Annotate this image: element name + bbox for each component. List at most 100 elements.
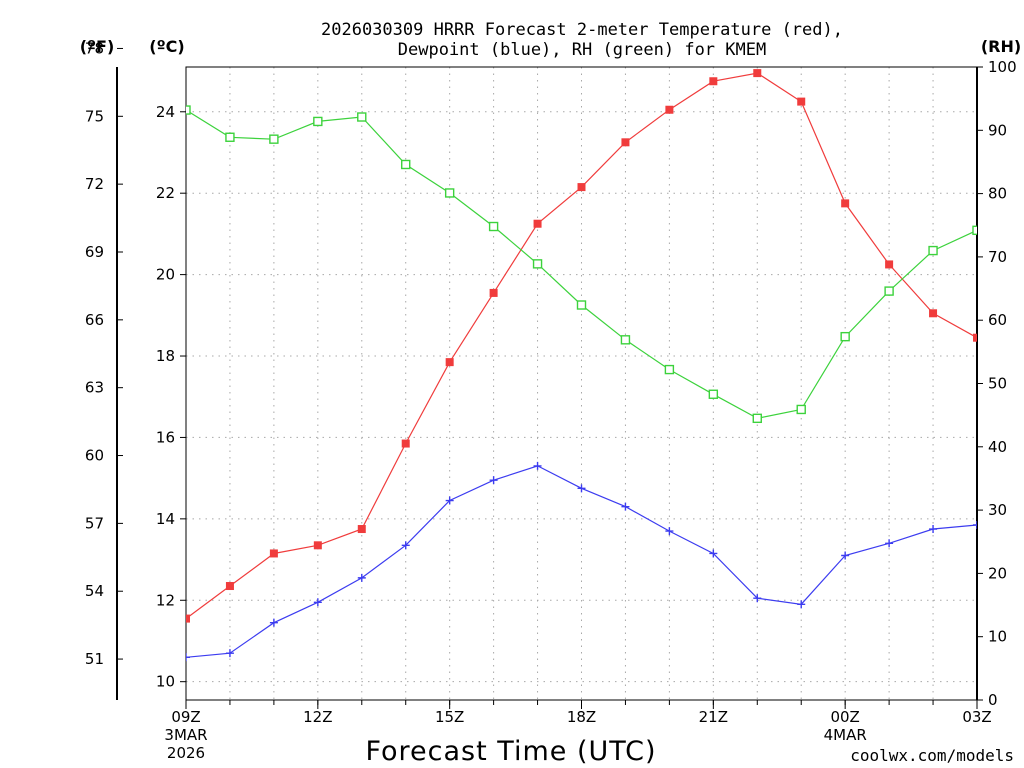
rh-tick-label: 30 (988, 501, 1007, 519)
dewpoint-point (797, 600, 806, 609)
x-tick-label: 00Z (830, 708, 859, 726)
temperature-point (665, 105, 674, 114)
x-axis-title: Forecast Time (UTC) (365, 736, 656, 767)
temperature-point (709, 77, 718, 86)
rh-point (928, 245, 938, 256)
rh-tick-label: 80 (988, 185, 1007, 203)
celsius-tick-label: 14 (156, 510, 175, 528)
dewpoint-point (709, 549, 718, 558)
temperature-series-line (186, 72, 977, 620)
temperature-point (621, 138, 630, 147)
temperature-point (401, 439, 410, 448)
rh-point (269, 134, 279, 144)
dewpoint-point (929, 525, 938, 534)
dewpoint-point (973, 520, 977, 529)
rh-series-line (186, 109, 977, 419)
fahrenheit-tick-label: 66 (85, 311, 104, 329)
fahrenheit-axis-unit: (ºF) (80, 37, 115, 56)
fahrenheit-tick-label: 60 (85, 447, 104, 465)
dewpoint-point (665, 527, 674, 536)
dewpoint-point (841, 551, 850, 560)
temperature-point (489, 288, 498, 297)
temperature-point (885, 260, 894, 269)
axes-layer (116, 47, 983, 709)
x-tick-year: 2026 (167, 744, 205, 762)
rh-tick-label: 70 (988, 248, 1007, 266)
celsius-tick-label: 24 (156, 103, 175, 121)
rh-point (313, 116, 323, 127)
rh-point (664, 364, 675, 375)
rh-point (532, 259, 543, 269)
celsius-axis-unit: (ºC) (149, 37, 184, 56)
x-tick-label: 12Z (303, 708, 332, 726)
temperature-point (225, 582, 234, 591)
rh-point (357, 112, 367, 122)
celsius-tick-label: 20 (156, 266, 175, 284)
dewpoint-point (186, 653, 190, 662)
fahrenheit-tick-label: 75 (85, 107, 104, 125)
dewpoint-point (753, 594, 762, 603)
chart-title-line2: Dewpoint (blue), RH (green) for KMEM (398, 40, 766, 60)
rh-tick-label: 100 (988, 58, 1017, 76)
rh-tick-label: 50 (988, 375, 1007, 393)
dewpoint-point (225, 649, 234, 658)
celsius-tick-label: 16 (156, 428, 175, 446)
fahrenheit-tick-label: 51 (85, 650, 104, 668)
rh-axis-unit: (RH) (981, 37, 1021, 56)
x-tick-label: 09Z (171, 708, 200, 726)
rh-tick-label: 10 (988, 628, 1007, 646)
dewpoint-point (577, 484, 586, 493)
fahrenheit-tick-label: 69 (85, 243, 104, 261)
rh-point (620, 335, 631, 345)
x-tick-label: 03Z (962, 708, 991, 726)
rh-point (576, 300, 587, 310)
fahrenheit-tick-label: 57 (85, 514, 104, 532)
temperature-point (929, 309, 938, 318)
dewpoint-point (401, 541, 410, 550)
rh-tick-label: 90 (988, 121, 1007, 139)
rh-tick-label: 40 (988, 438, 1007, 456)
series-group (186, 69, 977, 662)
temperature-point (357, 525, 366, 534)
rh-point (884, 286, 894, 296)
grid-layer (186, 67, 977, 700)
x-tick-label: 21Z (699, 708, 728, 726)
dewpoint-point (885, 539, 894, 548)
temperature-point (313, 541, 322, 550)
rh-tick-label: 60 (988, 311, 1007, 329)
temperature-point (753, 69, 762, 78)
rh-point (444, 188, 455, 198)
dewpoint-point (269, 618, 278, 627)
x-tick-label: 15Z (435, 708, 464, 726)
temperature-point (577, 183, 586, 192)
rh-point (796, 404, 806, 415)
x-tick-label: 18Z (567, 708, 596, 726)
watermark: coolwx.com/models (850, 746, 1014, 765)
rh-tick-label: 20 (988, 564, 1007, 582)
temperature-point (841, 199, 850, 208)
temperature-point (533, 219, 542, 228)
temperature-point (445, 358, 454, 367)
plot-frame (185, 66, 978, 701)
rh-point (708, 389, 719, 399)
dewpoint-point (621, 502, 630, 511)
rh-point (972, 225, 977, 236)
x-tick-date: 4MAR (824, 726, 867, 744)
dewpoint-point (445, 496, 454, 505)
rh-point (401, 159, 411, 170)
chart-title-line1: 2026030309 HRRR Forecast 2-meter Tempera… (321, 20, 843, 40)
fahrenheit-tick-label: 78 (85, 39, 104, 57)
fahrenheit-tick-label: 63 (85, 379, 104, 397)
temperature-point (269, 549, 278, 558)
rh-point (225, 132, 235, 142)
series-layer (186, 69, 977, 662)
rh-point (840, 331, 850, 342)
dewpoint-point (489, 476, 498, 485)
dewpoint-point (357, 573, 366, 582)
fahrenheit-tick-label: 72 (85, 175, 104, 193)
temperature-point (186, 614, 190, 623)
rh-tick-label: 0 (988, 691, 998, 709)
celsius-tick-label: 22 (156, 184, 175, 202)
